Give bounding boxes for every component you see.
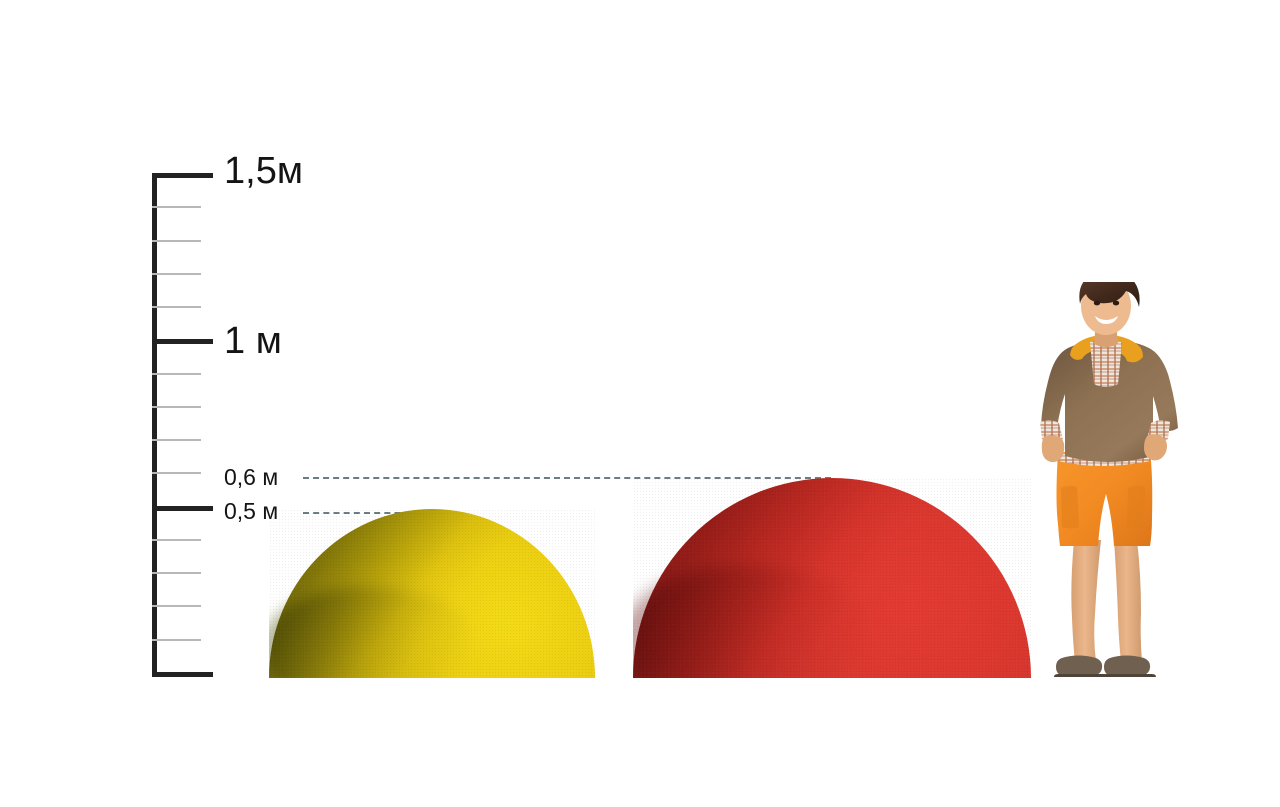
child-figure [1028,269,1203,678]
ruler-major-tick [152,339,213,345]
yellow-dome[interactable] [269,509,595,678]
ruler-minor-tick [152,239,201,242]
ruler-spine [152,173,157,677]
ruler-minor-tick [152,472,201,475]
ruler-minor-tick [152,439,201,442]
height-scale-ruler [152,173,214,677]
red-dome[interactable] [633,478,1031,678]
child-left-cuff [1040,420,1063,442]
ruler-minor-tick [152,572,201,575]
ruler-label-0-5m: 0,5 м [224,498,279,524]
leader-line-0-6m [303,477,831,479]
child-shirt-chest [1090,339,1122,387]
ruler-major-tick [152,505,213,511]
ruler-label-1-5m: 1,5м [224,150,303,192]
ruler-minor-tick [152,272,201,275]
child-jacket [1041,340,1178,462]
child-illustration [1040,269,1178,677]
child-smile [1095,316,1118,324]
callout-label-0-6m: 0,6 м [224,464,279,490]
leader-line-0-5m [303,512,431,514]
child-left-sole [1054,674,1108,677]
ruler-minor-tick [152,206,201,209]
child-shorts-left-pocket [1061,485,1079,529]
ruler-minor-tick [152,306,201,309]
child-left-eye [1093,300,1101,306]
child-right-eye [1112,300,1120,306]
child-right-sandal [1104,655,1151,676]
ruler-major-tick [152,173,213,178]
red-dome-cast-shadow [633,566,860,678]
child-left-sandal [1056,655,1103,676]
ruler-minor-tick [152,372,201,375]
yellow-dome-cast-shadow [269,586,465,678]
child-left-hand [1041,435,1065,463]
ruler-minor-tick [152,538,201,541]
child-left-leg [1071,540,1101,662]
child-right-hand [1144,434,1167,461]
ruler-minor-tick [152,638,201,641]
child-right-sole [1102,674,1156,677]
ruler-major-tick [152,672,213,677]
ruler-minor-tick [152,605,201,608]
ruler-minor-tick [152,405,201,408]
child-shorts-right-pocket [1127,485,1145,529]
ruler-label-1m: 1 м [224,320,282,362]
child-right-leg [1114,540,1142,662]
